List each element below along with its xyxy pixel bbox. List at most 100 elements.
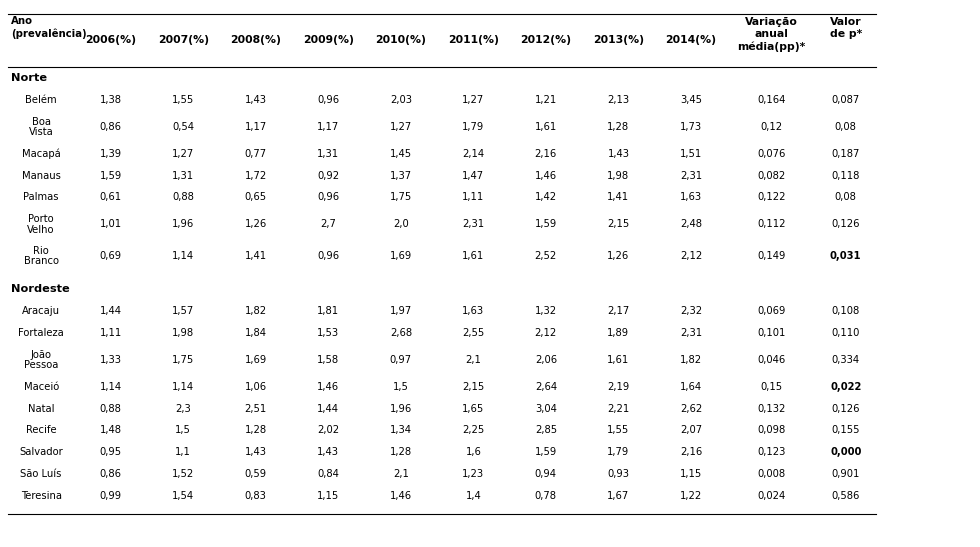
Text: 0,069: 0,069 <box>758 306 785 316</box>
Text: 0,108: 0,108 <box>832 306 859 316</box>
Text: 2007(%): 2007(%) <box>158 36 209 45</box>
Text: 2,19: 2,19 <box>608 382 629 392</box>
Text: 1,64: 1,64 <box>680 382 702 392</box>
Text: 0,93: 0,93 <box>608 469 629 479</box>
Text: 1,27: 1,27 <box>390 122 412 132</box>
Text: 1,69: 1,69 <box>390 251 412 261</box>
Text: 0,126: 0,126 <box>831 219 860 229</box>
Text: 1,96: 1,96 <box>390 404 412 414</box>
Text: 1,14: 1,14 <box>100 382 122 392</box>
Text: 2011(%): 2011(%) <box>448 36 499 45</box>
Text: Teresina: Teresina <box>21 491 62 501</box>
Text: 1,61: 1,61 <box>608 355 629 365</box>
Text: 1,4: 1,4 <box>466 491 481 501</box>
Text: 1,82: 1,82 <box>245 306 267 316</box>
Text: 1,01: 1,01 <box>100 219 122 229</box>
Text: 1,65: 1,65 <box>463 404 484 414</box>
Text: 0,123: 0,123 <box>758 447 785 457</box>
Text: Branco: Branco <box>24 257 59 266</box>
Text: 1,79: 1,79 <box>463 122 484 132</box>
Text: 1,27: 1,27 <box>172 149 194 159</box>
Text: 0,046: 0,046 <box>758 355 785 365</box>
Text: 0,99: 0,99 <box>100 491 122 501</box>
Text: 1,58: 1,58 <box>318 355 339 365</box>
Text: 2,85: 2,85 <box>535 426 557 435</box>
Text: 0,024: 0,024 <box>758 491 785 501</box>
Text: 1,48: 1,48 <box>100 426 122 435</box>
Text: 1,51: 1,51 <box>680 149 702 159</box>
Text: 2,32: 2,32 <box>680 306 702 316</box>
Text: 1,22: 1,22 <box>680 491 702 501</box>
Text: 1,43: 1,43 <box>245 95 267 105</box>
Text: Porto: Porto <box>28 214 54 224</box>
Text: 1,75: 1,75 <box>390 193 412 202</box>
Text: 2,02: 2,02 <box>318 426 339 435</box>
Text: 0,000: 0,000 <box>830 447 861 457</box>
Text: 1,73: 1,73 <box>680 122 702 132</box>
Text: 2,14: 2,14 <box>463 149 484 159</box>
Text: 1,6: 1,6 <box>466 447 481 457</box>
Text: 0,112: 0,112 <box>757 219 786 229</box>
Text: Boa: Boa <box>31 117 51 126</box>
Text: 0,087: 0,087 <box>832 95 859 105</box>
Text: 1,5: 1,5 <box>393 382 409 392</box>
Text: 0,022: 0,022 <box>830 382 861 392</box>
Text: 2,31: 2,31 <box>680 328 702 338</box>
Text: 2,13: 2,13 <box>608 95 629 105</box>
Text: 1,43: 1,43 <box>608 149 629 159</box>
Text: 2,21: 2,21 <box>608 404 629 414</box>
Text: 1,47: 1,47 <box>463 171 484 181</box>
Text: 0,132: 0,132 <box>758 404 785 414</box>
Text: 2,16: 2,16 <box>535 149 557 159</box>
Text: 2,17: 2,17 <box>608 306 629 316</box>
Text: 1,28: 1,28 <box>608 122 629 132</box>
Text: 2,68: 2,68 <box>390 328 412 338</box>
Text: 2,25: 2,25 <box>463 426 484 435</box>
Text: 0,008: 0,008 <box>758 469 785 479</box>
Text: 2,52: 2,52 <box>535 251 557 261</box>
Text: 2,7: 2,7 <box>320 219 336 229</box>
Text: Macapá: Macapá <box>22 148 61 159</box>
Text: 3,04: 3,04 <box>535 404 557 414</box>
Text: 0,94: 0,94 <box>535 469 557 479</box>
Text: 1,89: 1,89 <box>608 328 629 338</box>
Text: 0,082: 0,082 <box>758 171 785 181</box>
Text: 0,78: 0,78 <box>535 491 557 501</box>
Text: 0,098: 0,098 <box>758 426 785 435</box>
Text: 1,41: 1,41 <box>245 251 267 261</box>
Text: 0,88: 0,88 <box>100 404 122 414</box>
Text: 2,15: 2,15 <box>608 219 629 229</box>
Text: 0,149: 0,149 <box>758 251 785 261</box>
Text: 1,54: 1,54 <box>172 491 194 501</box>
Text: 0,110: 0,110 <box>832 328 859 338</box>
Text: 2,12: 2,12 <box>680 251 702 261</box>
Text: 0,59: 0,59 <box>245 469 267 479</box>
Text: 0,076: 0,076 <box>758 149 785 159</box>
Text: 0,88: 0,88 <box>172 193 194 202</box>
Text: 1,97: 1,97 <box>390 306 412 316</box>
Text: 1,55: 1,55 <box>608 426 629 435</box>
Text: 0,84: 0,84 <box>318 469 339 479</box>
Text: Vista: Vista <box>28 127 54 137</box>
Text: 2,16: 2,16 <box>680 447 702 457</box>
Text: 2014(%): 2014(%) <box>665 36 716 45</box>
Text: 1,43: 1,43 <box>245 447 267 457</box>
Text: Ano
(prevalência): Ano (prevalência) <box>11 16 86 39</box>
Text: 2,64: 2,64 <box>535 382 557 392</box>
Text: 0,92: 0,92 <box>318 171 339 181</box>
Text: 2012(%): 2012(%) <box>520 36 571 45</box>
Text: 1,34: 1,34 <box>390 426 412 435</box>
Text: 1,55: 1,55 <box>172 95 194 105</box>
Text: Rio: Rio <box>33 246 49 255</box>
Text: 0,08: 0,08 <box>835 122 857 132</box>
Text: João: João <box>30 350 52 359</box>
Text: Nordeste: Nordeste <box>11 284 70 294</box>
Text: 0,031: 0,031 <box>830 251 861 261</box>
Text: 1,46: 1,46 <box>535 171 557 181</box>
Text: 0,187: 0,187 <box>832 149 859 159</box>
Text: 2,55: 2,55 <box>463 328 484 338</box>
Text: 1,11: 1,11 <box>100 328 122 338</box>
Text: 0,164: 0,164 <box>758 95 785 105</box>
Text: Aracaju: Aracaju <box>23 306 60 316</box>
Text: 1,33: 1,33 <box>100 355 122 365</box>
